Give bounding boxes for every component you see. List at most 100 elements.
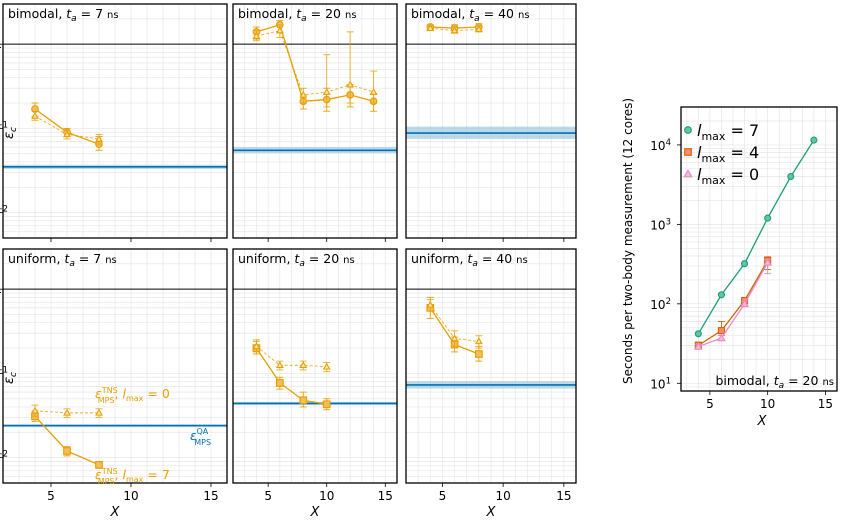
time: 20: [803, 373, 819, 388]
x-tick-label: 5: [264, 489, 272, 503]
data-point: [63, 408, 71, 416]
data-point: [694, 330, 702, 338]
annotation-lmax0: εTNS MPS, lmax = 0: [95, 386, 170, 405]
legend-label: lmax = 7: [697, 121, 759, 143]
legend-label: lmax = 4: [697, 143, 759, 165]
legend-marker: [684, 148, 692, 156]
panel-frame: [2, 248, 228, 484]
panel-unit: ns: [518, 10, 530, 21]
x-tick-label: 10: [319, 489, 334, 503]
panel-uniform-40: 5 10 15 uniform, ta = 40 ns X: [405, 248, 577, 520]
data-point: [810, 136, 818, 144]
panel-title-eq: =: [77, 6, 95, 21]
y-tick-label: 10−1: [0, 120, 8, 135]
series-line: [256, 345, 327, 368]
l-sub: max: [126, 394, 144, 403]
panel-time: 20: [323, 251, 339, 266]
panel-t: t: [294, 251, 300, 266]
series-lmax0: [426, 299, 483, 349]
data-point: [426, 300, 435, 308]
eq: =: [784, 373, 802, 388]
y-tick-label: 102: [650, 297, 671, 312]
panel-t-sub: a: [301, 14, 307, 24]
y-tick-exponent: 4: [666, 138, 671, 148]
panel-title-sep: ,: [56, 251, 64, 266]
y-tick-base: 10: [650, 139, 665, 153]
comma: ,: [115, 467, 123, 482]
y-tick-label: 10−2: [0, 450, 8, 465]
data-point: [322, 400, 331, 409]
panel-title-eq: =: [305, 251, 323, 266]
eps-sub: MPS: [98, 477, 115, 486]
eps-sub: MPS: [98, 396, 115, 405]
panel-family: uniform: [8, 251, 56, 266]
l: l: [697, 165, 702, 184]
data-point: [275, 26, 284, 34]
l-eq: =: [725, 121, 749, 140]
l: l: [697, 143, 702, 162]
panel-title-sep: ,: [58, 6, 66, 21]
qa-sup: QA: [197, 427, 209, 436]
grid: [2, 3, 228, 239]
panel-family: bimodal: [8, 6, 58, 21]
series-line: [430, 27, 479, 32]
panel-frame: [680, 106, 838, 392]
data-point: [450, 334, 459, 342]
data-point: [299, 396, 308, 405]
data-point: [252, 342, 261, 350]
panel-t: t: [66, 6, 72, 21]
series-lmax0: [426, 24, 483, 34]
data-point: [717, 291, 725, 299]
panel-title-sep: ,: [459, 251, 467, 266]
panel-time: 40: [498, 6, 514, 21]
x-axis-text: X: [757, 414, 768, 429]
eps-sup: TNS: [101, 467, 118, 476]
y-tick-one: 1: [0, 282, 2, 296]
series-line: [697, 139, 815, 335]
data-point: [95, 408, 103, 416]
l-eq: =: [725, 165, 749, 184]
y-tick-one: 1: [0, 37, 2, 51]
series-line: [697, 260, 769, 346]
l-value: 4: [749, 143, 759, 162]
y-tick-label: 10−2: [0, 205, 8, 220]
l-sub: max: [126, 475, 144, 484]
y-axis-eps: ε: [2, 132, 17, 139]
l-sub: max: [701, 174, 725, 187]
data-point: [31, 406, 39, 414]
x-axis-label: X: [110, 505, 121, 520]
panel-family: uniform: [238, 251, 286, 266]
data-point: [740, 299, 749, 307]
panel-uniform-20: 5 10 15 uniform, ta = 20 ns X: [232, 248, 398, 520]
data-point: [741, 260, 749, 268]
qa-sub: MPS: [194, 438, 211, 447]
data-point: [475, 350, 483, 358]
l-value: 0: [749, 165, 759, 184]
grid: [405, 248, 577, 484]
panel-unit: ns: [516, 255, 528, 266]
x-tick-label: 5: [47, 489, 55, 503]
y-axis-label: εc: [2, 127, 19, 139]
sep: ,: [766, 373, 774, 388]
series-line: [256, 23, 374, 102]
l: l: [697, 121, 702, 140]
series-line: [698, 262, 769, 348]
data-point: [63, 447, 71, 455]
panel-title: bimodal, ta = 40 ns: [411, 6, 530, 24]
y-tick-base: 10: [650, 377, 665, 391]
x-tick-label: 10: [123, 489, 138, 503]
panel-t: t: [469, 6, 475, 21]
series-lmax0: [252, 24, 378, 108]
data-point: [95, 461, 103, 469]
y-tick-label: 104: [650, 138, 671, 153]
series-lmax0: [252, 340, 331, 373]
data-point: [63, 130, 71, 138]
panel-family: bimodal: [411, 6, 461, 21]
x-axis-label: X: [757, 414, 768, 429]
panel-title-eq: =: [478, 251, 496, 266]
grid: [2, 248, 228, 484]
timing-annotation: bimodal, ta = 20 ns: [715, 373, 834, 391]
x-tick-label: 15: [378, 489, 393, 503]
